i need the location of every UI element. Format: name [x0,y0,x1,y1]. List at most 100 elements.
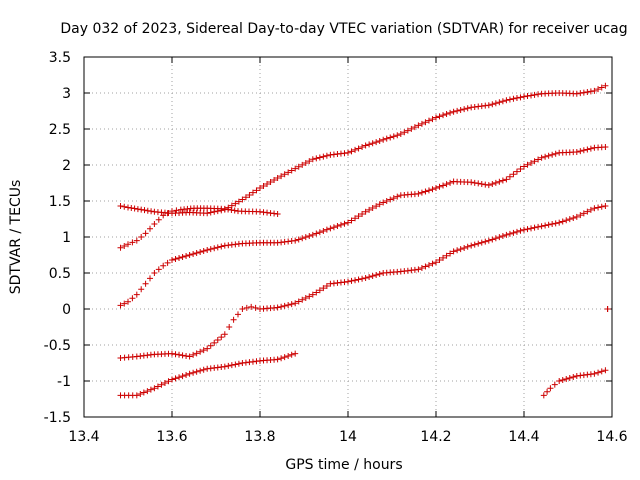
data-point [577,90,584,97]
data-point [239,306,246,312]
data-point [306,158,313,165]
data-point [570,214,577,221]
data-point [478,181,485,188]
data-point [155,266,162,273]
data-point [352,277,359,284]
data-point [260,183,267,190]
x-tick-label: 14 [339,429,357,445]
data-point [383,135,390,142]
data-point [207,209,214,216]
data-point [478,239,485,246]
data-point [285,301,292,308]
data-point [602,367,609,374]
data-point [299,161,306,168]
data-point [128,205,135,212]
data-point [147,386,154,393]
data-point [200,366,207,373]
data-point [521,163,527,170]
data-point [117,244,124,251]
data-point [573,90,580,97]
x-axis-ticks: 13.4 13.6 13.8 14 14.2 14.4 14.6 [68,57,628,445]
data-point [193,368,200,375]
data-point [190,250,197,257]
data-point [366,141,373,148]
data-point [373,203,380,210]
data-point [249,189,256,196]
x-tick-label: 14.2 [420,429,451,445]
data-point [404,127,411,134]
data-point [140,389,147,396]
data-point [295,298,302,305]
data-point [197,348,204,355]
data-point [544,388,551,395]
data-point [225,362,232,369]
data-point [425,117,432,124]
data-point [580,89,587,96]
data-point [366,206,373,213]
data-point [278,355,285,362]
data-point [211,245,218,252]
data-point [584,208,591,215]
data-point [288,167,295,174]
data-point [464,243,471,250]
data-point [281,302,288,309]
data-series [117,82,611,399]
data-point [369,273,376,280]
data-point [604,306,611,312]
data-point [563,217,570,224]
data-point [521,93,527,100]
data-point [316,287,323,294]
data-point [144,207,151,214]
data-point [211,339,218,346]
data-point [418,120,425,127]
data-point [248,303,255,310]
data-point [542,153,549,160]
data-point [390,133,397,140]
data-point [355,213,362,220]
data-point [499,232,506,239]
data-point [425,262,432,269]
data-point [591,370,598,377]
data-point [440,254,447,261]
data-point [141,207,148,214]
data-point [513,228,520,235]
data-point [197,248,204,255]
data-point [172,351,179,358]
data-point [257,185,263,192]
data-point [373,139,380,146]
data-point [447,250,454,257]
data-point [510,171,517,178]
data-point [482,238,489,245]
data-point [235,198,242,205]
x-tick-label: 13.6 [156,429,187,445]
data-point [595,369,602,376]
data-point [538,223,545,230]
data-point [246,191,253,198]
data-point [285,352,292,359]
series-track-5 [117,350,299,399]
data-point [580,147,587,154]
data-point [320,285,327,292]
data-point [433,114,439,121]
data-point [323,152,330,159]
data-point [429,186,436,193]
data-point [352,146,359,153]
data-point [387,196,394,203]
y-tick-label: -1.5 [44,410,71,426]
data-point [359,144,366,150]
data-point [559,376,566,383]
data-point [447,109,454,116]
data-point [183,371,190,378]
data-point [207,246,214,253]
data-point [570,373,577,380]
data-point [232,361,239,368]
data-point [292,165,299,172]
data-point [436,113,443,120]
data-point [235,360,242,367]
data-point [330,224,337,231]
data-point [138,286,145,293]
data-point [359,210,366,217]
data-point [390,195,397,202]
data-point [313,155,320,162]
data-point [158,381,165,388]
